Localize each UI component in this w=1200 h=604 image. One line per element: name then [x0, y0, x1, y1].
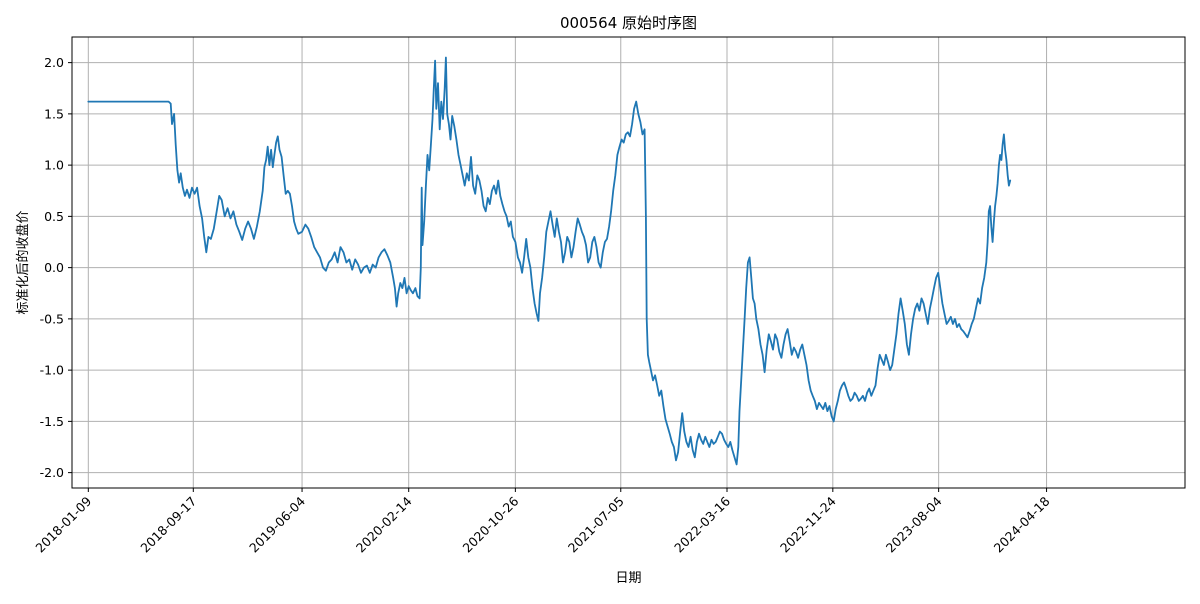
- y-tick-label: 0.5: [44, 209, 64, 224]
- x-tick-label: 2018-01-09: [32, 493, 94, 555]
- series-layer: [87, 56, 1012, 466]
- x-tick-label: 2018-09-17: [137, 494, 199, 556]
- y-tick-label: -0.5: [40, 311, 64, 326]
- series-line: [87, 56, 1012, 466]
- y-tick-label: -1.5: [40, 414, 64, 429]
- y-tick-label: 1.0: [44, 158, 64, 173]
- y-tick-label: -1.0: [40, 363, 64, 378]
- plot-frame: [71, 36, 1186, 489]
- x-tick-label: 2023-08-04: [883, 493, 945, 555]
- x-tick-label: 2024-04-18: [991, 493, 1053, 555]
- x-axis-label: 日期: [615, 571, 641, 586]
- x-tick-label: 2022-03-16: [671, 493, 733, 555]
- x-tick-label: 2022-11-24: [777, 493, 839, 555]
- x-tick-label: 2019-06-04: [246, 493, 308, 555]
- x-tick-label: 2020-02-14: [353, 493, 415, 555]
- grid: [72, 37, 1185, 488]
- x-tick-label: 2021-07-05: [565, 494, 627, 556]
- x-tick-label: 2020-10-26: [459, 493, 521, 555]
- y-tick-label: 0.0: [44, 260, 64, 275]
- y-tick-label: 1.5: [44, 106, 64, 121]
- chart-title: 000564 原始时序图: [560, 14, 697, 32]
- y-axis-label: 标准化后的收盘价: [15, 210, 31, 314]
- y-tick-label: -2.0: [40, 465, 64, 480]
- y-tick-label: 2.0: [44, 55, 64, 70]
